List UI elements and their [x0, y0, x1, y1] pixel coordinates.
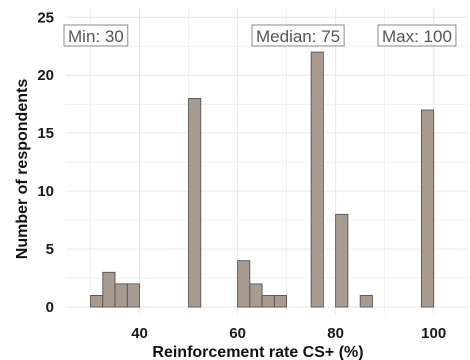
histogram-bar: [273, 295, 288, 308]
histogram-bar: [335, 213, 349, 308]
x-tick-labels: 40 60 80 100: [131, 325, 446, 342]
y-tick-label: 25: [37, 9, 54, 26]
y-tick-label: 20: [37, 67, 54, 84]
x-tick-label: 40: [131, 325, 148, 342]
histogram-bar: [261, 295, 275, 308]
annotation-box: [251, 24, 345, 47]
annotation-text: Min: 30: [68, 27, 124, 46]
annotation-box: [377, 24, 457, 47]
histogram-bar: [249, 283, 263, 308]
grid: [66, 8, 468, 314]
x-tick-label: 100: [421, 325, 446, 342]
annotation-box: [63, 24, 129, 47]
x-axis-title: Reinforcement rate CS+ (%): [152, 344, 363, 360]
histogram-bar: [359, 295, 373, 308]
x-tick-label: 80: [327, 325, 344, 342]
histogram-bar: [114, 283, 128, 308]
y-tick-label: 15: [37, 125, 54, 142]
histogram-bar: [188, 98, 202, 308]
histogram-bar: [126, 283, 140, 308]
annotation-label: Max: 100: [377, 24, 457, 47]
histogram-bar: [102, 271, 116, 308]
y-tick-labels: 0 5 10 15 20 25: [37, 9, 54, 316]
annotation-text: Max: 100: [382, 27, 452, 46]
y-axis-title: Number of respondents: [14, 79, 31, 260]
histogram-bar: [90, 295, 104, 308]
annotation-label: Min: 30: [63, 24, 129, 47]
bars: [90, 51, 435, 308]
histogram-bar: [310, 51, 324, 308]
annotation-label: Median: 75: [251, 24, 345, 47]
annotation-text: Median: 75: [256, 27, 340, 46]
y-tick-label: 5: [46, 241, 54, 258]
y-tick-label: 10: [37, 183, 54, 200]
y-tick-label: 0: [46, 299, 54, 316]
annotations: Min: 30 Median: 75 Max: 100: [63, 24, 457, 47]
histogram-bar: [237, 260, 251, 308]
histogram-bar: [421, 109, 435, 308]
x-tick-label: 60: [229, 325, 246, 342]
